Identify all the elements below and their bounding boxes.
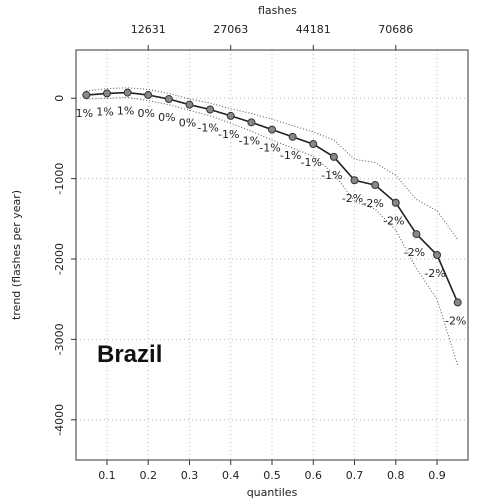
data-point — [82, 91, 91, 100]
percent-label: -1% — [321, 169, 342, 182]
y-tick-label: -3000 — [53, 323, 66, 355]
percent-label: -2% — [404, 246, 425, 259]
data-point — [288, 132, 297, 141]
percent-label: -1% — [301, 156, 322, 169]
percent-label: 1% — [117, 105, 134, 118]
data-point — [309, 140, 318, 149]
percent-label: -2% — [445, 314, 466, 327]
percent-label: -1% — [218, 128, 239, 141]
percent-label: 1% — [76, 107, 93, 120]
percent-label: -2% — [342, 192, 363, 205]
y-axis: 0 -1000 -2000 -3000 -4000 — [53, 95, 76, 436]
data-point — [453, 298, 462, 307]
data-point — [226, 111, 235, 120]
top-tick-label: 12631 — [131, 23, 166, 36]
top-axis-title: flashes — [258, 4, 297, 17]
x-tick-label: 0.5 — [263, 469, 281, 482]
data-point — [102, 89, 111, 98]
y-tick-label: -2000 — [53, 243, 66, 275]
x-tick-label: 0.7 — [346, 469, 364, 482]
percent-label: -2% — [424, 267, 445, 280]
top-axis: 12631 27063 44181 70686 — [131, 23, 413, 50]
data-point — [206, 105, 215, 114]
y-tick-label: -4000 — [53, 404, 66, 436]
percent-label: 0% — [179, 117, 196, 130]
data-point — [350, 176, 359, 185]
top-tick-label: 44181 — [296, 23, 331, 36]
percent-label: 0% — [137, 107, 154, 120]
percent-label: -1% — [280, 149, 301, 162]
data-points-layer — [82, 88, 462, 307]
x-tick-label: 0.3 — [181, 469, 199, 482]
x-tick-label: 0.1 — [98, 469, 116, 482]
data-point — [412, 230, 421, 239]
percent-label: -1% — [197, 121, 218, 134]
x-axis: 0.1 0.2 0.3 0.4 0.5 0.6 0.7 0.8 0.9 — [98, 460, 446, 482]
confidence-lower-line — [86, 96, 459, 366]
data-point — [329, 152, 338, 161]
y-tick-label: 0 — [53, 95, 66, 102]
x-axis-title: quantiles — [247, 486, 298, 499]
percent-label: -2% — [362, 197, 383, 210]
confidence-upper-line — [86, 87, 459, 241]
percent-label: -1% — [259, 142, 280, 155]
y-axis-title: trend (flashes per year) — [10, 190, 23, 320]
y-tick-label: -1000 — [53, 163, 66, 195]
data-point — [433, 251, 442, 259]
x-tick-label: 0.8 — [387, 469, 405, 482]
confidence-band-layer — [86, 87, 459, 366]
x-tick-label: 0.6 — [305, 469, 323, 482]
data-point — [371, 181, 380, 190]
data-point — [185, 100, 194, 109]
panel-label: Brazil — [97, 341, 162, 368]
data-point — [144, 91, 153, 100]
x-tick-label: 0.9 — [428, 469, 446, 482]
top-tick-label: 27063 — [213, 23, 248, 36]
percent-labels-layer: 1% 1% 1% 0% 0% 0% -1% -1% -1%-1%-1%-1%-1%-2% -2%-… — [76, 105, 467, 328]
data-point — [268, 125, 276, 134]
x-tick-label: 0.2 — [139, 469, 157, 482]
data-point — [123, 88, 132, 97]
data-point — [164, 95, 173, 104]
top-tick-label: 70686 — [378, 23, 413, 36]
data-point — [391, 198, 400, 207]
percent-label: -2% — [383, 215, 404, 228]
percent-label: 0% — [158, 111, 175, 124]
data-point — [247, 118, 256, 127]
percent-label: 1% — [96, 105, 113, 118]
percent-label: -1% — [239, 134, 260, 147]
x-tick-label: 0.4 — [222, 469, 240, 482]
